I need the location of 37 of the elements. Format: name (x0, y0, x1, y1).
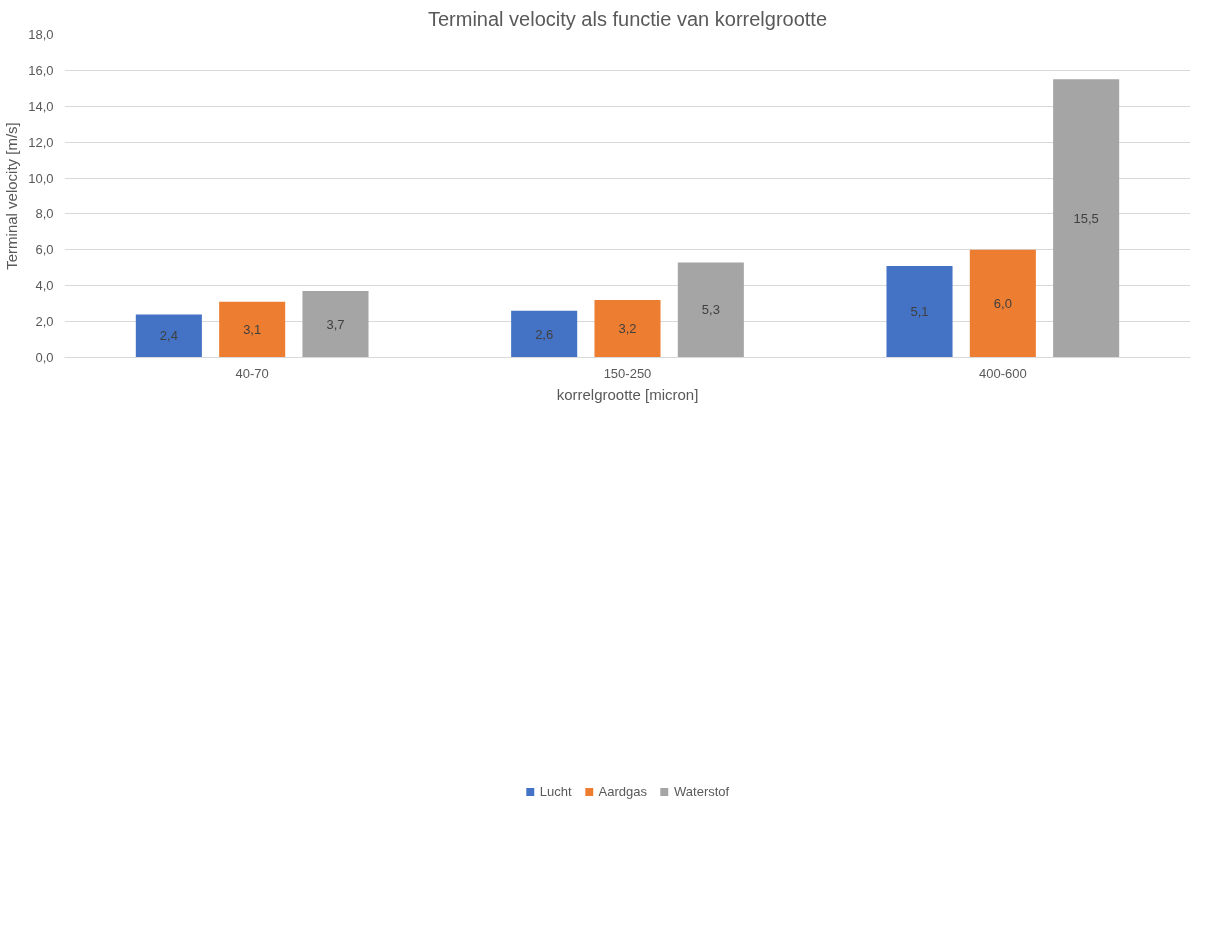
y-tick-label: 0,0 (35, 350, 54, 365)
y-tick-label: 16,0 (28, 62, 54, 78)
data-label: 5,3 (701, 302, 720, 318)
data-label: 2,4 (159, 328, 178, 344)
chart-title: Terminal velocity als functie van korrelgrootte (427, 7, 828, 30)
bar (135, 314, 202, 358)
y-tick-label: 4,0 (35, 278, 54, 294)
y-tick-label: 2,0 (35, 314, 54, 330)
legend-label: Lucht (539, 783, 572, 799)
data-label: 3,1 (243, 322, 262, 338)
bar (302, 291, 369, 358)
bar (511, 310, 578, 358)
data-label: 15,5 (1073, 210, 1099, 226)
x-axis-title: korrelgrootte [micron] (556, 385, 699, 403)
legend-label: Aardgas (598, 783, 648, 799)
data-label: 2,6 (535, 326, 554, 342)
y-tick-label: 10,0 (28, 170, 54, 186)
bar (594, 300, 661, 358)
x-tick-label: 150-250 (603, 365, 652, 381)
data-label: 3,7 (326, 316, 345, 332)
y-tick-label: 6,0 (35, 242, 54, 258)
data-label: 3,2 (618, 321, 637, 337)
y-tick-label: 8,0 (35, 206, 54, 222)
bar (886, 265, 953, 358)
legend-label: Waterstof (674, 783, 730, 799)
y-tick-label: 14,0 (28, 98, 54, 114)
x-tick-label: 40-70 (235, 365, 269, 381)
bar (1053, 79, 1120, 358)
data-label: 5,1 (910, 304, 929, 320)
y-tick-label: 12,0 (28, 134, 54, 150)
bar (969, 249, 1036, 358)
bar (677, 262, 744, 358)
y-axis-title: Terminal velocity [m/s] (3, 122, 21, 270)
y-tick-label: 18,0 (28, 27, 54, 42)
data-label: 6,0 (993, 296, 1012, 312)
x-tick-label: 400-600 (978, 365, 1027, 381)
bar (219, 301, 286, 358)
